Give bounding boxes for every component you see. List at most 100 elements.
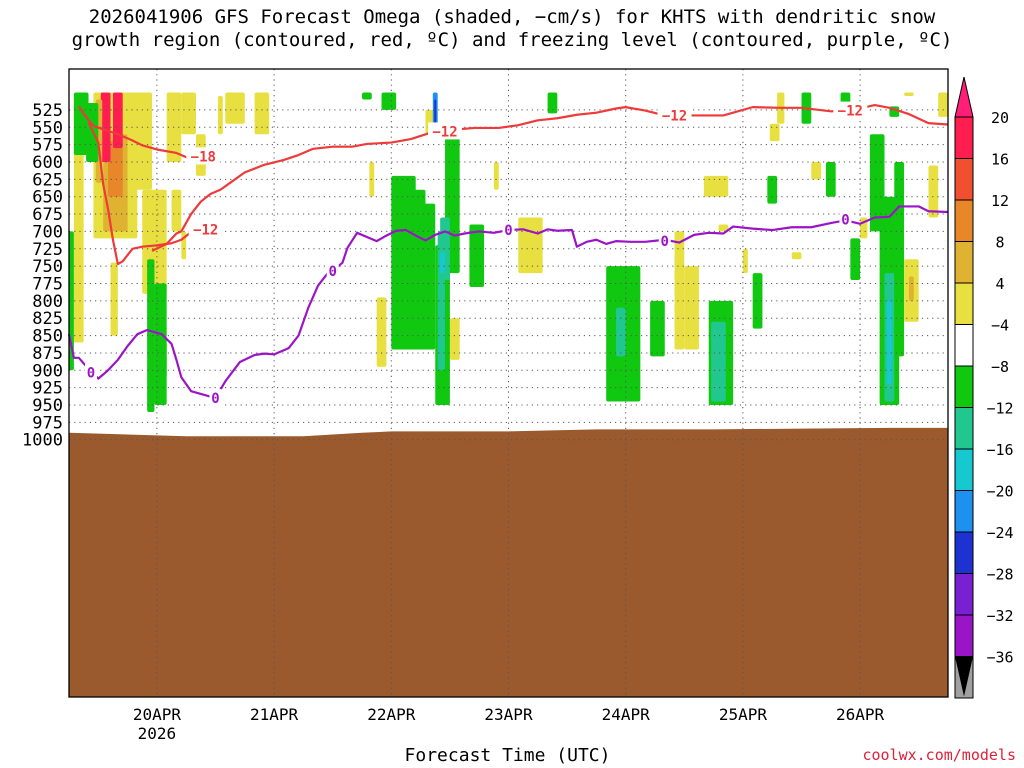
omega-cell-23 xyxy=(147,259,155,412)
contour-line-3 xyxy=(67,205,949,400)
omega-cell-21 xyxy=(73,92,89,156)
omega-cell-46 xyxy=(547,92,558,114)
chart-title: 2026041906 GFS Forecast Omega (shaded, −… xyxy=(0,6,1024,52)
annotation-bg-4 xyxy=(839,210,852,228)
omega-cell-44 xyxy=(469,224,485,287)
omega-cell-59 xyxy=(769,123,780,142)
annotation-6: −12 xyxy=(838,104,863,120)
omega-cell-75 xyxy=(908,276,914,301)
omega-cell-10 xyxy=(181,92,196,135)
annotation-3: 0 xyxy=(661,234,669,250)
colorbar-label-1: 16 xyxy=(991,151,1009,169)
x-tick-23APR: 23APR xyxy=(484,705,533,724)
omega-cell-51 xyxy=(703,175,729,197)
colorbar-label-3: 8 xyxy=(995,234,1004,252)
y-tick-850: 850 xyxy=(32,327,63,347)
annotation-1: 0 xyxy=(328,264,336,280)
omega-cell-29 xyxy=(449,318,460,360)
contour-label-3: 0 xyxy=(87,365,95,381)
omega-cell-45 xyxy=(518,217,543,274)
annotation-2: 0 xyxy=(504,223,512,239)
y-tick-575: 575 xyxy=(32,136,63,156)
colorbar-swatch-9 xyxy=(954,490,974,533)
omega-cell-25 xyxy=(161,342,167,378)
omega-cell-76 xyxy=(928,165,939,218)
colorbar-bottom-arrow xyxy=(955,656,973,697)
omega-cell-50 xyxy=(674,231,685,350)
colorbar-label-5: −4 xyxy=(991,317,1009,335)
colorbar-label-13: −36 xyxy=(986,649,1013,667)
y-tick-950: 950 xyxy=(32,396,63,416)
credit-link[interactable]: coolwx.com/models xyxy=(862,746,1016,764)
x-tick-24APR: 24APR xyxy=(602,705,651,724)
y-tick-525: 525 xyxy=(32,101,63,121)
omega-cell-15 xyxy=(130,148,135,169)
title-line-1: 2026041906 GFS Forecast Omega (shaded, −… xyxy=(88,6,936,28)
omega-cell-72 xyxy=(894,161,905,357)
annotation-bg-1 xyxy=(326,262,339,280)
colorbar-swatch-11 xyxy=(954,573,974,616)
colorbar-swatch-12 xyxy=(954,614,974,657)
contour-label-0: −18 xyxy=(191,149,216,165)
omega-cell-26 xyxy=(376,297,387,367)
y-tick-550: 550 xyxy=(32,118,63,138)
colorbar-swatch-0 xyxy=(954,116,974,159)
annotation-4: 0 xyxy=(841,213,849,229)
omega-cell-64 xyxy=(825,161,836,197)
colorbar-swatch-10 xyxy=(954,531,974,574)
y-tick-700: 700 xyxy=(32,222,63,242)
omega-cell-56 xyxy=(711,321,726,402)
omega-cell-3 xyxy=(108,141,123,197)
contour-label-1: −12 xyxy=(193,222,218,238)
y-tick-1000: 1000 xyxy=(22,431,63,451)
colorbar-label-7: −12 xyxy=(986,400,1013,418)
axis-labels: 5255505756006256506757007257507758008258… xyxy=(22,101,884,743)
omega-cell-48 xyxy=(615,307,626,357)
x-tick-22APR: 22APR xyxy=(367,705,416,724)
omega-cell-43 xyxy=(434,99,437,128)
colorbar-swatch-6 xyxy=(954,365,974,408)
colorbar-swatch-5 xyxy=(954,324,974,367)
omega-cell-62 xyxy=(791,252,802,260)
y-tick-825: 825 xyxy=(32,309,63,329)
annotation-bg-6 xyxy=(833,101,868,119)
y-tick-875: 875 xyxy=(32,344,63,364)
omega-cell-54 xyxy=(684,266,699,350)
omega-cell-4 xyxy=(112,92,123,149)
colorbar-label-0: 20 xyxy=(991,109,1009,127)
colorbar-top-arrow xyxy=(954,76,974,118)
x-tick-25APR: 25APR xyxy=(719,705,768,724)
colorbar-label-11: −28 xyxy=(986,566,1013,584)
colorbar-swatch-7 xyxy=(954,407,974,450)
omega-cell-53 xyxy=(742,248,748,274)
y-tick-925: 925 xyxy=(32,379,63,399)
annotation-bg-3 xyxy=(658,232,671,250)
omega-cell-32 xyxy=(381,92,397,110)
contour-line-0 xyxy=(77,105,197,161)
annotation-0: 0 xyxy=(211,391,219,407)
colorbar-label-12: −32 xyxy=(986,607,1013,625)
colorbar-swatch-1 xyxy=(954,158,974,201)
colorbar-label-9: −20 xyxy=(986,483,1013,501)
omega-cell-41 xyxy=(440,252,446,274)
title-line-2: growth region (contoured, red, ºC) and f… xyxy=(71,29,953,51)
colorbar-label-6: −8 xyxy=(991,358,1009,376)
contour-label-bg-2 xyxy=(428,122,463,140)
omega-cell-78 xyxy=(904,92,914,97)
x-tick-26APR: 26APR xyxy=(836,705,885,724)
colorbar-swatch-8 xyxy=(954,448,974,491)
plot-border xyxy=(68,68,949,698)
plot-frame xyxy=(68,68,949,698)
colorbar-swatch-2 xyxy=(954,199,974,242)
omega-cell-31 xyxy=(362,92,372,100)
omega-cell-12 xyxy=(217,96,223,135)
colorbar-label-8: −16 xyxy=(986,441,1013,459)
omega-cell-30 xyxy=(493,161,499,190)
contour-label-bg-1 xyxy=(188,220,223,238)
omega-cell-66 xyxy=(850,238,861,281)
annotation-bg-0 xyxy=(209,389,222,407)
x-tick-year: 2026 xyxy=(138,724,177,743)
omega-cell-49 xyxy=(650,300,665,357)
colorbar: 20 16 12 8 4 −4 −8 −12 −16 −20 −24 −28 −32 −36 xyxy=(954,76,1014,699)
